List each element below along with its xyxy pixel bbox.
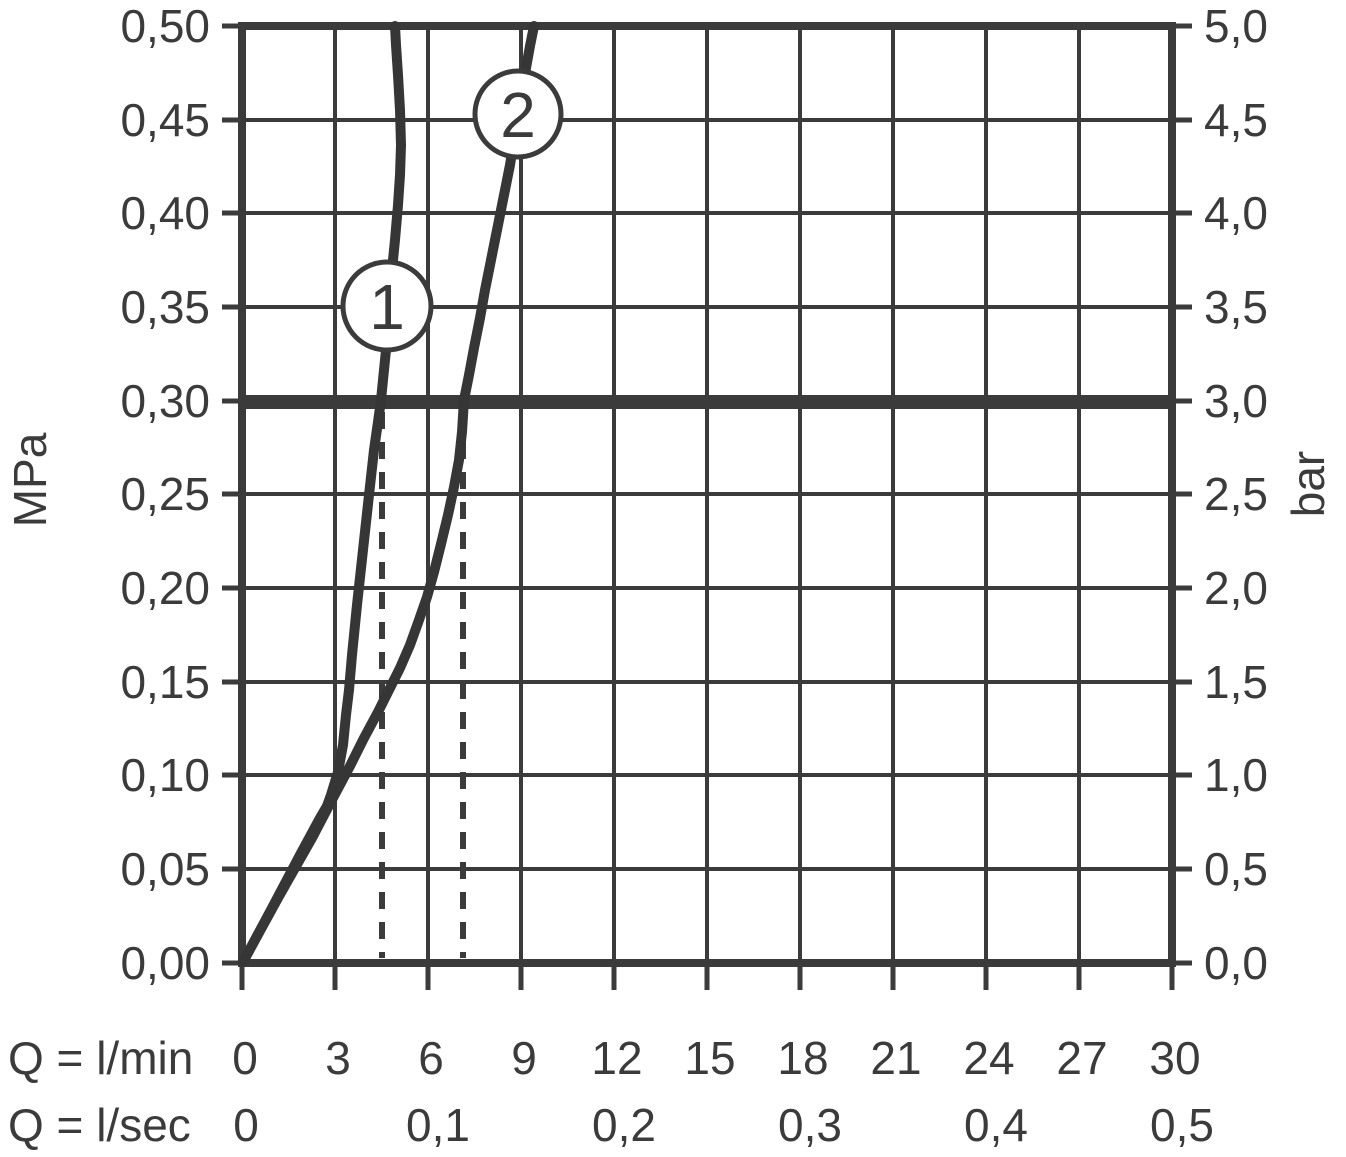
x-axis-lsec-tick-label: 0 bbox=[233, 1099, 259, 1151]
left-axis-tick-label: 0,45 bbox=[120, 94, 210, 146]
x-axis-lsec-tick-label: 0,4 bbox=[964, 1099, 1028, 1151]
right-axis-unit-bar: bar bbox=[1282, 451, 1334, 517]
right-axis-tick-label: 4,0 bbox=[1204, 187, 1268, 239]
left-axis-tick-label: 0,05 bbox=[120, 843, 210, 895]
x-axis-lmin-tick-label: 30 bbox=[1149, 1032, 1200, 1084]
x-axis-lsec-tick-label: 0,1 bbox=[406, 1099, 470, 1151]
left-axis-tick-label: 0,30 bbox=[120, 375, 210, 427]
x-axis-lmin-tick-label: 6 bbox=[418, 1032, 444, 1084]
left-axis-unit-mpa: MPa bbox=[4, 432, 56, 527]
plot-border bbox=[238, 22, 1176, 967]
x-axis-lsec-tick-label: 0,2 bbox=[592, 1099, 656, 1151]
x-axis-lmin-tick-label: 3 bbox=[325, 1032, 351, 1084]
curve2-badge-circle bbox=[472, 68, 564, 160]
curve1-badge-label: 1 bbox=[369, 271, 405, 343]
right-axis-tick-label: 3,5 bbox=[1204, 281, 1268, 333]
x-axis-label-lmin: Q = l/min bbox=[8, 1032, 193, 1084]
right-axis-tick-label: 2,0 bbox=[1204, 562, 1268, 614]
x-axis-lmin-tick-label: 21 bbox=[870, 1032, 921, 1084]
right-axis-tick-label: 0,5 bbox=[1204, 843, 1268, 895]
right-axis-tick-label: 4,5 bbox=[1204, 94, 1268, 146]
left-axis-tick-label: 0,40 bbox=[120, 187, 210, 239]
x-axis-lsec-tick-label: 0,5 bbox=[1150, 1099, 1214, 1151]
right-axis-tick-label: 1,0 bbox=[1204, 749, 1268, 801]
x-axis-label-lsec: Q = l/sec bbox=[8, 1099, 191, 1151]
right-axis-tick-label: 0,0 bbox=[1204, 937, 1268, 989]
left-axis-tick-label: 0,20 bbox=[120, 562, 210, 614]
left-axis-tick-label: 0,15 bbox=[120, 656, 210, 708]
x-axis-lmin-tick-label: 27 bbox=[1056, 1032, 1107, 1084]
right-axis-tick-label: 1,5 bbox=[1204, 656, 1268, 708]
left-axis-tick-label: 0,10 bbox=[120, 749, 210, 801]
left-axis-tick-label: 0,35 bbox=[120, 281, 210, 333]
axis-ticks bbox=[222, 23, 1192, 990]
right-axis-tick-label: 2,5 bbox=[1204, 468, 1268, 520]
x-axis-lmin-tick-label: 15 bbox=[684, 1032, 735, 1084]
curve2-badge-label: 2 bbox=[500, 79, 536, 151]
right-axis-tick-label: 3,0 bbox=[1204, 375, 1268, 427]
right-axis-tick-label: 5,0 bbox=[1204, 0, 1268, 52]
x-axis-lmin-tick-label: 9 bbox=[511, 1032, 537, 1084]
left-axis-tick-label: 0,25 bbox=[120, 468, 210, 520]
x-axis-lsec-tick-label: 0,3 bbox=[778, 1099, 842, 1151]
x-axis-lmin-tick-label: 0 bbox=[232, 1032, 258, 1084]
x-axis-lmin-tick-label: 18 bbox=[777, 1032, 828, 1084]
left-axis-tick-label: 0,00 bbox=[120, 937, 210, 989]
left-axis-tick-label: 0,50 bbox=[120, 0, 210, 52]
tick-labels: 0,50 5,000,45 4,530,40 4,060,35 3,590,30 3,01… bbox=[120, 0, 1267, 1151]
x-axis-lmin-tick-label: 24 bbox=[963, 1032, 1014, 1084]
curve1-badge-circle bbox=[340, 259, 434, 353]
grid-lines bbox=[242, 26, 1172, 963]
x-axis-lmin-tick-label: 12 bbox=[591, 1032, 642, 1084]
